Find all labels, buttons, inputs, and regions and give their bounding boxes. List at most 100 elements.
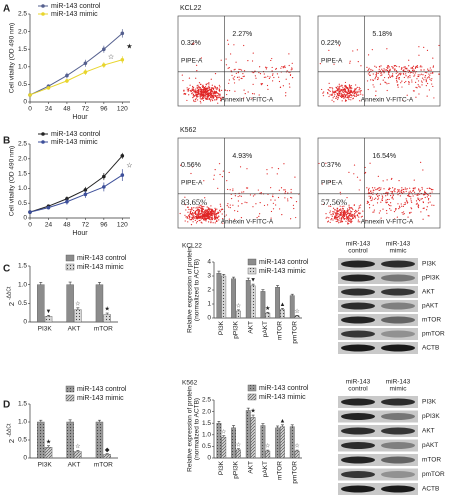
x-tick-label: AKT	[247, 321, 254, 334]
event-dot	[214, 211, 216, 213]
flow-x-label: Annexin V-FITC-A	[361, 219, 414, 226]
event-dot	[374, 78, 376, 80]
x-tick-label: 96	[100, 222, 108, 229]
event-dot	[332, 213, 334, 215]
event-dot	[188, 217, 190, 219]
bar	[265, 450, 271, 459]
point	[83, 61, 88, 66]
event-dot	[183, 90, 185, 92]
event-dot	[251, 60, 254, 62]
event-dot	[390, 75, 392, 77]
event-dot	[212, 222, 214, 224]
event-dot	[403, 66, 405, 68]
event-dot	[339, 221, 341, 223]
event-dot	[349, 214, 351, 216]
event-dot	[368, 195, 370, 197]
event-dot	[229, 189, 231, 191]
event-dot	[285, 95, 287, 97]
event-dot	[416, 66, 419, 68]
y-tick-label: 1.0	[18, 419, 27, 426]
event-dot	[244, 201, 246, 203]
event-dot	[348, 219, 350, 221]
event-dot	[421, 197, 423, 200]
event-dot	[385, 209, 388, 212]
event-dot	[400, 73, 402, 75]
bar	[250, 285, 256, 319]
annotation: ☆	[294, 443, 299, 450]
event-dot	[406, 94, 408, 96]
event-dot	[230, 70, 232, 72]
y-label: Relative expression of protein (normalize…	[187, 247, 201, 333]
event-dot	[290, 196, 292, 199]
event-dot	[398, 180, 400, 182]
event-dot	[206, 206, 208, 208]
event-dot	[294, 176, 296, 178]
event-dot	[200, 96, 202, 98]
event-dot	[378, 65, 381, 68]
event-dot	[276, 173, 278, 175]
event-dot	[239, 166, 242, 168]
event-dot	[205, 96, 207, 98]
x-tick-label: 0	[28, 222, 32, 229]
blot-band	[341, 288, 375, 296]
event-dot	[197, 89, 200, 91]
event-dot	[386, 69, 388, 71]
event-dot	[356, 90, 358, 92]
event-dot	[273, 76, 275, 79]
flow-title: KCL22	[180, 5, 202, 12]
event-dot	[401, 66, 403, 69]
event-dot	[198, 88, 200, 90]
event-dot	[205, 92, 207, 94]
x-tick-label: PI3K	[38, 326, 53, 333]
event-dot	[193, 209, 195, 212]
event-dot	[239, 195, 241, 197]
blot-band	[381, 274, 415, 282]
event-dot	[205, 210, 207, 213]
event-dot	[412, 68, 414, 70]
event-dot	[351, 220, 353, 222]
event-dot	[204, 197, 206, 199]
quadrant-pct: 16.54%	[372, 153, 396, 160]
event-dot	[332, 92, 334, 94]
event-dot	[201, 95, 203, 97]
bar	[44, 447, 53, 459]
event-dot	[366, 202, 368, 204]
event-dot	[398, 189, 400, 191]
event-dot	[196, 70, 198, 72]
event-dot	[354, 88, 356, 90]
event-dot	[208, 221, 210, 223]
event-dot	[287, 200, 289, 202]
event-dot	[203, 96, 205, 98]
event-dot	[290, 191, 292, 193]
event-dot	[428, 76, 430, 79]
event-dot	[342, 208, 345, 210]
event-dot	[254, 75, 256, 77]
event-dot	[239, 68, 241, 71]
event-dot	[372, 84, 374, 86]
event-dot	[217, 187, 219, 189]
event-dot	[407, 216, 409, 218]
event-dot	[264, 66, 267, 68]
event-dot	[192, 97, 194, 99]
event-dot	[370, 79, 372, 81]
event-dot	[373, 198, 376, 200]
event-dot	[199, 210, 201, 212]
event-dot	[417, 74, 419, 76]
blot-band	[381, 288, 415, 296]
legend-swatch	[65, 385, 75, 393]
annotation: ▲	[279, 302, 285, 308]
event-dot	[228, 67, 230, 69]
blot-band	[341, 260, 375, 268]
event-dot	[185, 93, 187, 95]
event-dot	[406, 202, 408, 204]
event-dot	[340, 96, 343, 98]
event-dot	[421, 66, 423, 68]
event-dot	[357, 209, 360, 211]
event-dot	[260, 84, 263, 86]
event-dot	[185, 209, 187, 211]
event-dot	[413, 191, 416, 193]
event-dot	[339, 191, 341, 193]
event-dot	[421, 81, 423, 83]
event-dot	[337, 98, 339, 101]
event-dot	[211, 214, 213, 216]
